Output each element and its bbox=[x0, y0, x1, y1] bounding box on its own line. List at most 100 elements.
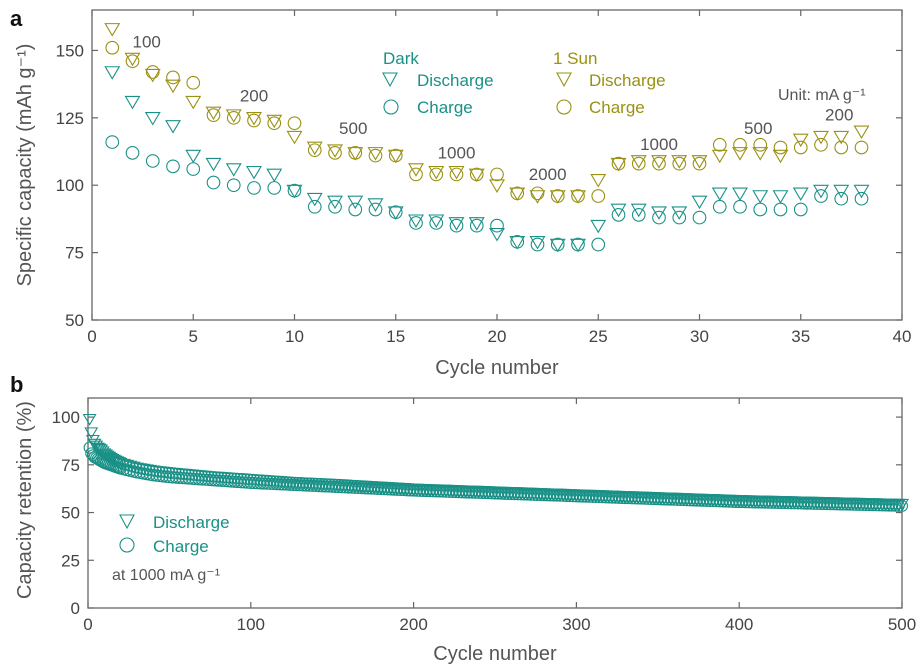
rate-label: 200 bbox=[825, 106, 853, 125]
panel-a-xtick-label: 30 bbox=[690, 327, 709, 346]
dark-charge-point bbox=[105, 135, 120, 149]
dark-charge-point bbox=[672, 210, 687, 225]
panel-a-ytick-label: 150 bbox=[56, 41, 84, 60]
panel-a-xtick-label: 5 bbox=[189, 327, 198, 346]
panel-b-xlabel: Cycle number bbox=[433, 643, 557, 665]
retention-discharge-point bbox=[82, 413, 97, 426]
dark-charge-point bbox=[145, 154, 160, 168]
sun-discharge-point bbox=[327, 144, 343, 158]
dark-charge-point bbox=[550, 237, 565, 252]
panel-a-xtick-label: 10 bbox=[285, 327, 304, 346]
panel-b-ytick-label: 50 bbox=[61, 504, 80, 523]
sun-charge-point bbox=[429, 167, 444, 182]
sun-charge-point bbox=[773, 140, 788, 155]
dark-charge-point bbox=[226, 178, 241, 193]
sun-charge-point bbox=[206, 108, 221, 122]
dark-discharge-point bbox=[225, 163, 242, 177]
panel-b-ytick-label: 75 bbox=[61, 456, 80, 475]
legend-dark-discharge-label: Discharge bbox=[417, 71, 494, 90]
sun-charge-point bbox=[388, 148, 403, 163]
dark-charge-point bbox=[793, 202, 808, 217]
sun-charge-point bbox=[368, 148, 383, 163]
dark-charge-point bbox=[307, 199, 322, 214]
dark-charge-point bbox=[490, 218, 504, 233]
panel-a-xtick-label: 25 bbox=[589, 327, 608, 346]
legend-dark-discharge-marker bbox=[382, 72, 398, 88]
dark-discharge-point bbox=[732, 187, 748, 202]
panel-a-ticks: 0 5 10 15 20 25 30 35 40 50 75 100 125 150 bbox=[56, 10, 912, 346]
dark-discharge-point bbox=[448, 217, 465, 231]
sun-charge-point bbox=[409, 167, 423, 182]
dark-charge-point bbox=[166, 159, 180, 174]
panel-a-xtick-label: 40 bbox=[893, 327, 912, 346]
panel-b-xtick-label: 200 bbox=[399, 615, 427, 634]
dark-charge-point bbox=[449, 218, 464, 233]
rate-label: 1000 bbox=[438, 143, 476, 162]
dark-discharge-point bbox=[509, 236, 526, 250]
sun-discharge-point bbox=[205, 106, 222, 121]
sun-discharge-point bbox=[610, 157, 627, 172]
dark-discharge-point bbox=[428, 214, 445, 228]
sun-discharge-point bbox=[792, 133, 809, 148]
panel-b: b 0 100 200 300 400 500 0 25 50 75 100 Cycle numbe… bbox=[10, 372, 916, 665]
sun-discharge-point bbox=[529, 190, 546, 204]
panel-a-ytick-label: 125 bbox=[56, 109, 84, 128]
sun-discharge-point bbox=[651, 155, 667, 169]
dark-charge-point bbox=[409, 216, 423, 230]
sun-discharge-point bbox=[246, 112, 262, 126]
legend-b-charge-marker bbox=[119, 537, 135, 553]
dark-charge-point bbox=[206, 175, 221, 190]
panel-a-xtick-label: 0 bbox=[87, 327, 96, 346]
dark-discharge-point bbox=[570, 238, 586, 253]
dark-discharge-point bbox=[185, 149, 202, 164]
dark-charge-point bbox=[571, 237, 585, 252]
dark-charge-point bbox=[287, 183, 302, 198]
rate-label: 500 bbox=[339, 119, 367, 138]
dark-discharge-point bbox=[691, 195, 708, 210]
retention-discharge-point bbox=[107, 454, 122, 467]
sun-charge-point bbox=[307, 143, 322, 158]
sun-discharge-point bbox=[752, 147, 769, 161]
sun-discharge-point bbox=[590, 174, 607, 188]
dark-charge-point bbox=[469, 218, 484, 233]
panel-a-letter: a bbox=[10, 6, 23, 31]
dark-charge-point bbox=[328, 199, 342, 214]
sun-discharge-point bbox=[833, 130, 850, 145]
dark-charge-point bbox=[753, 202, 768, 217]
dark-discharge-point bbox=[144, 112, 161, 126]
sun-charge-point bbox=[692, 156, 707, 171]
sun-discharge-point bbox=[306, 141, 323, 156]
sun-discharge-point bbox=[428, 165, 445, 180]
sun-charge-point bbox=[672, 156, 687, 171]
sun-charge-point bbox=[814, 137, 828, 152]
sun-discharge-point bbox=[104, 23, 121, 37]
sun-charge-point bbox=[247, 113, 261, 128]
dark-charge-point bbox=[125, 146, 140, 160]
sun-discharge-point bbox=[732, 147, 748, 161]
panel-b-legend: Discharge Charge bbox=[119, 513, 230, 556]
sun-discharge-point bbox=[286, 130, 303, 145]
sun-charge-point bbox=[186, 75, 201, 90]
dark-discharge-point bbox=[833, 184, 850, 199]
sun-discharge-point bbox=[448, 165, 465, 180]
dark-charge-point bbox=[510, 234, 525, 249]
panel-b-ytick-label: 100 bbox=[52, 408, 80, 427]
dark-charge-point bbox=[247, 181, 261, 195]
sun-discharge-point bbox=[671, 155, 688, 169]
sun-charge-point bbox=[287, 116, 302, 131]
sun-charge-point bbox=[510, 186, 525, 201]
legend-dark-charge-marker bbox=[383, 99, 399, 115]
sun-discharge-point bbox=[813, 130, 829, 145]
retention-discharge-point bbox=[110, 456, 125, 469]
panel-b-xtick-label: 300 bbox=[562, 615, 590, 634]
dark-charge-point bbox=[854, 191, 869, 206]
legend-dark-title: Dark bbox=[383, 49, 419, 68]
rate-label: 1000 bbox=[640, 135, 678, 154]
sun-discharge-point bbox=[630, 155, 647, 169]
sun-discharge-point bbox=[691, 155, 708, 169]
sun-charge-point bbox=[652, 156, 666, 171]
dark-charge-point bbox=[348, 202, 363, 217]
panel-a-xtick-label: 35 bbox=[791, 327, 810, 346]
rate-label: 2000 bbox=[529, 165, 567, 184]
panel-a: a 0 5 10 15 20 25 30 35 40 50 75 100 125 150 100 200 50… bbox=[10, 6, 911, 379]
